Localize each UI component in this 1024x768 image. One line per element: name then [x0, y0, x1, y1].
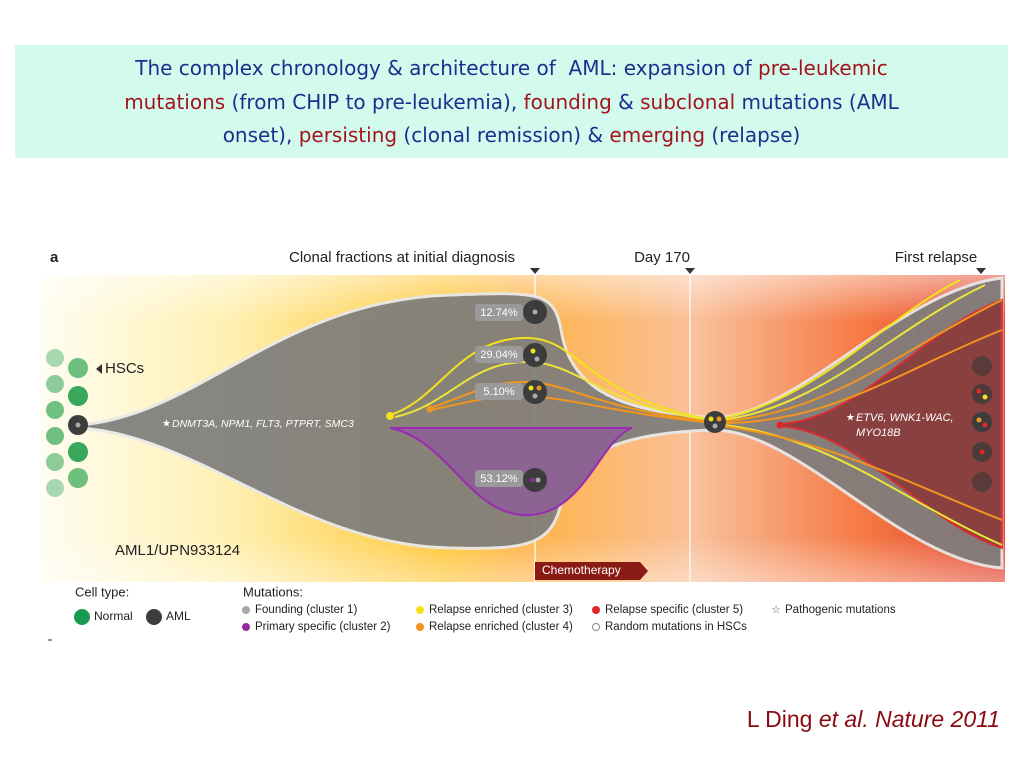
patient-id: AML1/UPN933124: [115, 542, 240, 559]
legend-symbol: [146, 609, 162, 625]
subclone-origin: [426, 405, 434, 413]
hsc-dots: [46, 349, 88, 497]
clone-percent: 53.12%: [480, 473, 518, 485]
legend-label: AML: [166, 609, 191, 623]
figure: a Clonal fractions at initial diagnosis …: [40, 249, 1005, 641]
title-segment: The complex chronology & architecture of…: [135, 56, 758, 80]
legend-heading: Cell type:: [75, 584, 129, 599]
legend-label: Normal: [94, 609, 133, 623]
legend-symbol: [416, 606, 424, 614]
legend-symbol: [242, 606, 250, 614]
citation-source: et al. Nature 2011: [818, 706, 1000, 732]
panel-label: a: [50, 249, 59, 266]
founding-clone: [78, 276, 1004, 570]
relapse-genes: MYO18B: [856, 427, 901, 439]
legend-symbol: [416, 623, 424, 631]
hsc-label: HSCs: [105, 360, 144, 377]
founding-genes: DNMT3A, NPM1, FLT3, PTPRT, SMC3: [172, 418, 354, 430]
legend-symbol: [592, 623, 600, 631]
star: ★: [846, 413, 855, 424]
clone-percent: 5.10%: [483, 386, 514, 398]
legend-heading: Mutations:: [243, 584, 303, 599]
legend-label: Relapse specific (cluster 5): [605, 604, 743, 616]
timepoint-label: First relapse: [895, 249, 978, 266]
percent-boxes: [475, 304, 523, 487]
relapse-dots: [972, 356, 992, 492]
treatment-arrow: [535, 562, 648, 580]
hsc-pointer: [96, 364, 102, 374]
title-segment: (relapse): [705, 123, 801, 147]
title-segment: subclonal: [640, 89, 736, 114]
subclone-origin: [776, 421, 784, 429]
title-line: onset), persisting (clonal remission) & …: [15, 119, 1008, 153]
title-segment: emerging: [609, 123, 706, 147]
legend-label: Pathogenic mutations: [785, 604, 896, 616]
title-segment: &: [611, 89, 641, 114]
legend-label: Random mutations in HSCs: [605, 621, 747, 633]
clone-dots: [68, 300, 726, 492]
title-segment: persisting: [298, 123, 398, 147]
legend-label: Primary specific (cluster 2): [255, 621, 391, 633]
title-segment: founding: [523, 89, 612, 114]
citation-author: L Ding: [746, 706, 819, 732]
legend-symbol: [592, 606, 600, 614]
legend-symbol: ☆: [771, 605, 780, 616]
legend-symbol: [74, 609, 90, 625]
relapse-genes: ETV6, WNK1-WAC,: [856, 412, 954, 424]
title-line: mutations (from CHIP to pre-leukemia), f…: [15, 86, 1008, 120]
title-segment: mutations (AML: [735, 89, 899, 114]
legend-label: Relapse enriched (cluster 4): [429, 621, 573, 633]
title-box: The complex chronology & architecture of…: [15, 45, 1008, 158]
title-segment: pre-leukemic: [758, 56, 888, 80]
legend-symbol: [242, 623, 250, 631]
star: ★: [162, 419, 171, 430]
timepoint-label: Clonal fractions at initial diagnosis: [289, 249, 515, 266]
clone-percent: 12.74%: [480, 307, 518, 319]
title-line: The complex chronology & architecture of…: [15, 52, 1008, 86]
clone-percent: 29.04%: [480, 349, 518, 361]
timepoint-markers: [530, 268, 986, 274]
citation: L Ding et al. Nature 2011: [747, 706, 1000, 733]
title-segment: mutations: [124, 89, 226, 114]
title-segment: (from CHIP to pre-leukemia),: [225, 89, 524, 114]
legend-label: Relapse enriched (cluster 3): [429, 604, 573, 616]
title-segment: (clonal remission) &: [397, 123, 610, 147]
timepoint-label: Day 170: [634, 249, 690, 266]
title-segment: onset),: [222, 123, 299, 147]
treatment-label: Chemotherapy: [542, 563, 621, 577]
subclone-origin: [386, 412, 394, 420]
legend-label: Founding (cluster 1): [255, 604, 357, 616]
